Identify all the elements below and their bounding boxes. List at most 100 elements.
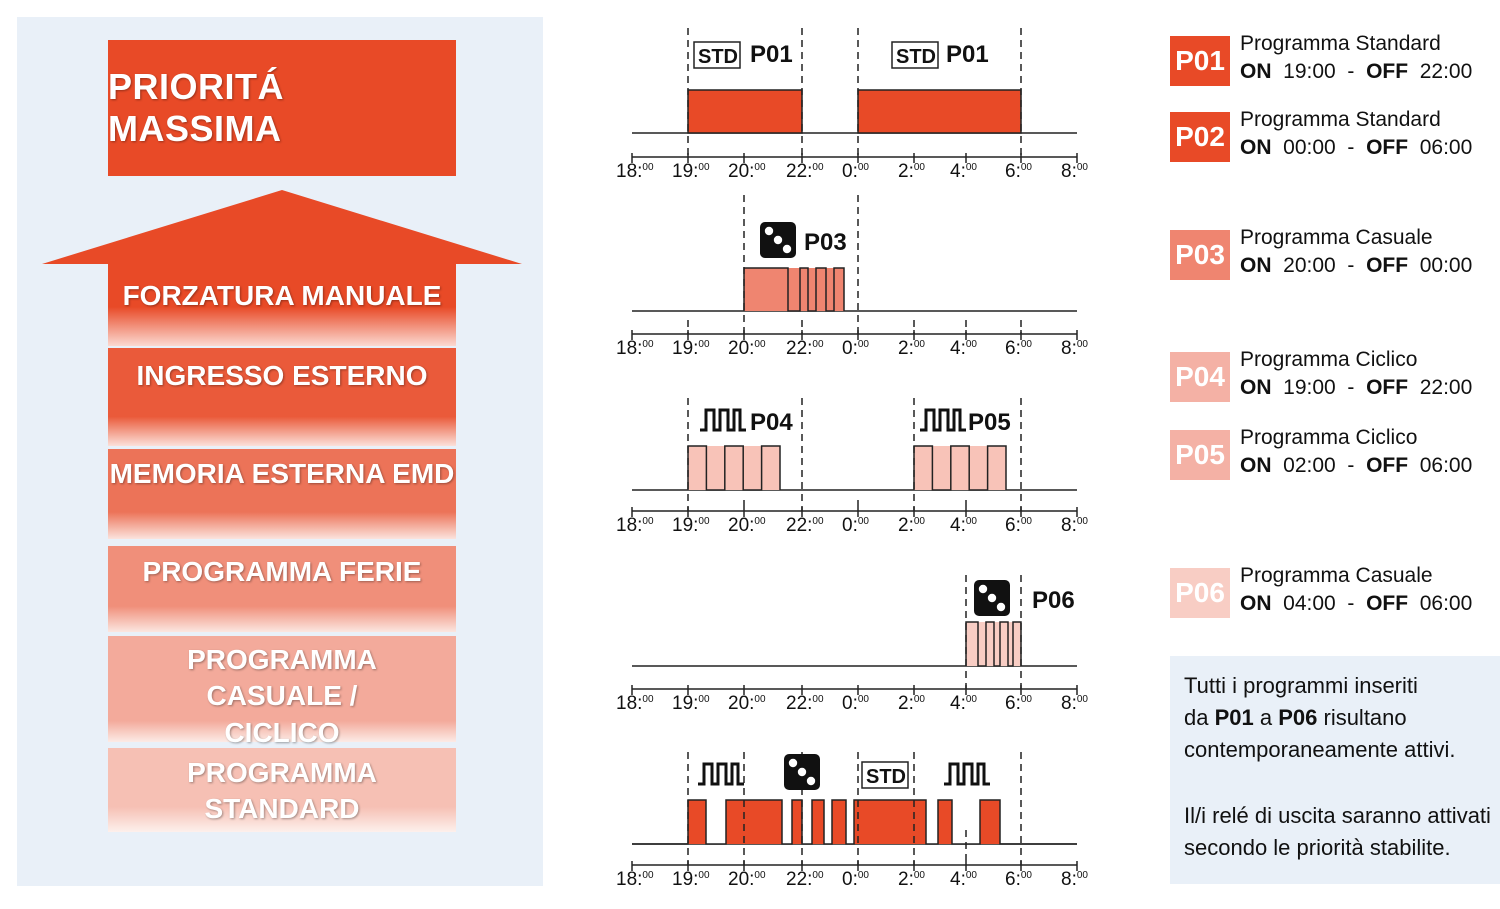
program-name: Programma Ciclico xyxy=(1240,348,1418,371)
tick-label: 18:00 xyxy=(616,338,654,359)
program-label: P03 xyxy=(804,229,847,256)
tick-label: 8:00 xyxy=(1061,869,1088,890)
pulse-icon xyxy=(920,408,966,432)
pulse-signal xyxy=(687,445,781,491)
tick-label: 6:00 xyxy=(1005,693,1032,714)
tick-label: 2:00 xyxy=(898,693,925,714)
tick-label: 2:00 xyxy=(898,869,925,890)
max-priority-box: PRIORITÁ MASSIMA xyxy=(108,40,456,176)
combined-signal xyxy=(632,799,1077,845)
tick-label: 2:00 xyxy=(898,161,925,182)
random-signal xyxy=(743,267,845,312)
program-schedule: ON 20:00 - OFF 00:00 xyxy=(1240,254,1473,277)
dice-dot xyxy=(996,602,1006,612)
tier-bg-4 xyxy=(108,636,456,742)
tick-label: 18:00 xyxy=(616,693,654,714)
dice-dot xyxy=(788,758,798,768)
tick-label: 18:00 xyxy=(616,515,654,536)
program-label: P01 xyxy=(750,41,793,68)
dice-dot xyxy=(797,767,807,777)
program-name: Programma Standard xyxy=(1240,32,1441,55)
combined-gap xyxy=(846,800,854,844)
tier-bg-3 xyxy=(108,546,456,632)
combined-gap xyxy=(952,800,980,844)
std-on-bar xyxy=(687,89,803,134)
pulse-icon xyxy=(944,762,990,786)
tier-forzatura-manuale: FORZATURA MANUALE xyxy=(122,280,442,311)
program-badge: P06 xyxy=(1170,568,1230,618)
tick-label: 0:00 xyxy=(842,161,869,182)
cyclic-on-fill xyxy=(688,446,780,490)
arrow-head xyxy=(42,190,522,346)
tick-label: 6:00 xyxy=(1005,869,1032,890)
tick-label: 8:00 xyxy=(1061,338,1088,359)
tick-label: 22:00 xyxy=(786,161,824,182)
tier-programma-standard: PROGRAMMA STANDARD xyxy=(187,757,377,825)
tick-label: 0:00 xyxy=(842,869,869,890)
tick-label: 4:00 xyxy=(950,693,977,714)
program-name: Programma Casuale xyxy=(1240,564,1433,587)
note-text-2: Il/i relé di uscita saranno attivati sec… xyxy=(1184,803,1491,860)
tick-label: 2:00 xyxy=(898,515,925,536)
combined-gap xyxy=(926,800,938,844)
tick-label: 22:00 xyxy=(786,693,824,714)
tick-label: 18:00 xyxy=(616,161,654,182)
tick-label: 22:00 xyxy=(786,869,824,890)
program-badge: P05 xyxy=(1170,430,1230,480)
dice-dot xyxy=(782,244,792,254)
tick-label: 8:00 xyxy=(1061,161,1088,182)
tick-label: 6:00 xyxy=(1005,338,1032,359)
program-schedule: ON 02:00 - OFF 06:00 xyxy=(1240,454,1473,477)
pulse-icon xyxy=(698,762,744,786)
std-tag xyxy=(693,41,741,69)
tick-label: 19:00 xyxy=(672,693,710,714)
tier-programma-casuale-ciclico: PROGRAMMA CASUALE / CICLICO xyxy=(187,644,377,748)
tier-bg-1 xyxy=(108,348,456,446)
cyclic-on-fill xyxy=(914,446,1006,490)
tick-label: 0:00 xyxy=(842,338,869,359)
dice-dot xyxy=(764,226,774,236)
program-name: Programma Standard xyxy=(1240,108,1441,131)
program-schedule: ON 00:00 - OFF 06:00 xyxy=(1240,136,1473,159)
std-tag-label: STD xyxy=(896,46,936,68)
program-schedule: ON 19:00 - OFF 22:00 xyxy=(1240,60,1473,83)
program-badge: P01 xyxy=(1170,36,1230,86)
tick-label: 4:00 xyxy=(950,161,977,182)
priority-arrow-graphic xyxy=(42,190,522,832)
dice-dot xyxy=(806,776,816,786)
program-name: Programma Ciclico xyxy=(1240,426,1418,449)
combined-on-fill xyxy=(688,800,1000,844)
std-on-bar xyxy=(857,89,1022,134)
tick-label: 0:00 xyxy=(842,515,869,536)
tick-label: 2:00 xyxy=(898,338,925,359)
program-schedule: ON 19:00 - OFF 22:00 xyxy=(1240,376,1473,399)
combined-gap xyxy=(706,800,726,844)
program-label: P01 xyxy=(946,41,989,68)
program-label: P06 xyxy=(1032,587,1075,614)
timeline-charts: 18:00 19:00 20:00 22:00 0:00 2:00 4:00 6:00 8:00… xyxy=(616,28,1088,890)
program-schedule: ON 04:00 - OFF 06:00 xyxy=(1240,592,1473,615)
tick-label: 20:00 xyxy=(728,515,766,536)
program-name: Programma Casuale xyxy=(1240,226,1433,249)
tick-label: 19:00 xyxy=(672,515,710,536)
std-tag-label: STD xyxy=(698,46,738,68)
program-badge: P03 xyxy=(1170,230,1230,280)
tick-label: 6:00 xyxy=(1005,515,1032,536)
tick-label: 22:00 xyxy=(786,338,824,359)
tick-label: 22:00 xyxy=(786,515,824,536)
tick-label: 6:00 xyxy=(1005,161,1032,182)
tick-label: 4:00 xyxy=(950,338,977,359)
tick-label: 19:00 xyxy=(672,869,710,890)
note-text: Tutti i programmi inseriti da P01 a P06 … xyxy=(1184,673,1456,762)
std-tag xyxy=(861,761,909,789)
tick-label: 20:00 xyxy=(728,161,766,182)
tick-label: 19:00 xyxy=(672,161,710,182)
tier-bg-2 xyxy=(108,449,456,539)
tier-bg-5 xyxy=(108,748,456,832)
tick-label: 8:00 xyxy=(1061,515,1088,536)
program-label: P05 xyxy=(968,409,1011,436)
pulse-icon xyxy=(700,408,746,432)
tick-label: 0:00 xyxy=(842,693,869,714)
info-note: Tutti i programmi inseriti da P01 a P06 … xyxy=(1170,656,1500,884)
tick-label: 18:00 xyxy=(616,869,654,890)
